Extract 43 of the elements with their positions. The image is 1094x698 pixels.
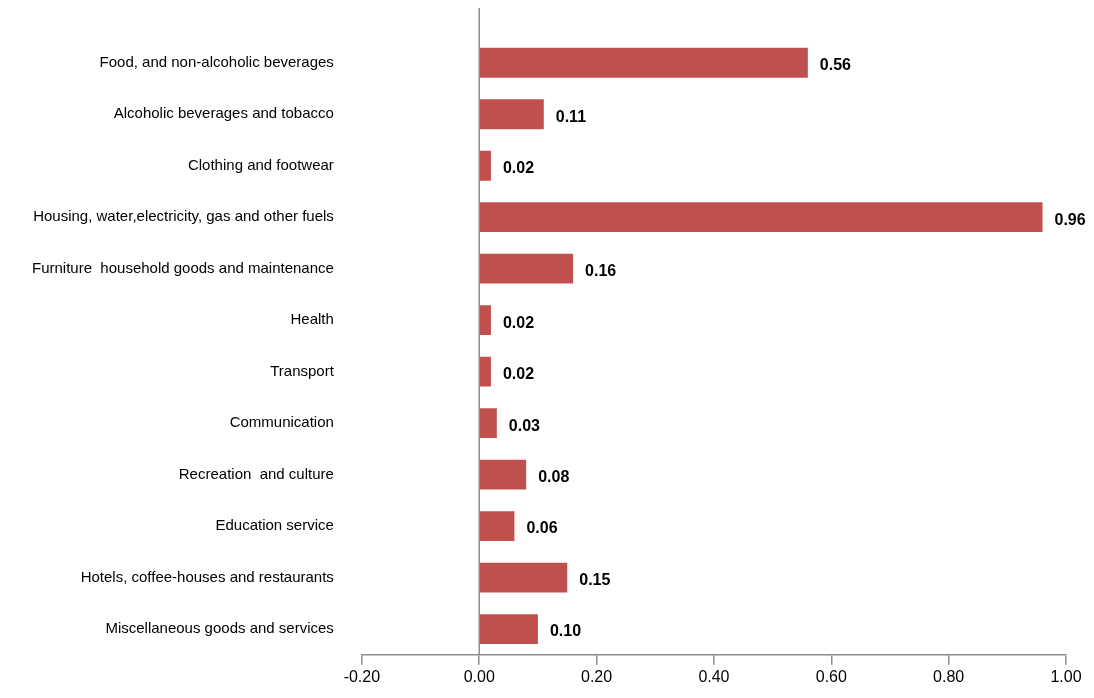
bar: [479, 202, 1043, 233]
y-tick-label: Hotels, coffee-houses and restaurants: [80, 567, 334, 585]
y-tick-label: Recreation and culture: [178, 464, 334, 482]
x-tick-label: 0.60: [815, 667, 847, 685]
y-tick-label: Communication: [229, 413, 334, 431]
bar: [479, 253, 574, 284]
data-label: 0.02: [502, 365, 535, 383]
bar: [479, 150, 491, 181]
bar: [479, 356, 491, 387]
bar: [479, 614, 538, 644]
y-tick-label: Alcoholic beverages and tobacco: [113, 104, 334, 122]
y-tick-label: Health: [290, 310, 334, 328]
y-tick-label: Clothing and footwear: [187, 155, 334, 173]
bar: [479, 99, 544, 130]
data-label: 0.96: [1054, 210, 1086, 228]
y-tick-label: Transport: [270, 361, 335, 379]
y-tick-label: Housing, water,electricity, gas and other fuels: [33, 207, 334, 225]
bar: [479, 511, 515, 542]
x-tick-label: -0.20: [343, 667, 381, 685]
data-label: 0.16: [585, 262, 617, 280]
bar: [479, 562, 568, 593]
data-label: 0.06: [526, 519, 558, 537]
data-label: 0.15: [579, 570, 611, 588]
data-label: 0.10: [549, 622, 582, 640]
data-label: 0.56: [819, 56, 852, 74]
x-tick-label: 0.20: [581, 667, 613, 685]
bar: [479, 408, 497, 439]
bar: [479, 47, 808, 78]
data-label: 0.03: [508, 416, 541, 434]
x-tick-label: 0.80: [933, 667, 965, 685]
data-label: 0.11: [555, 107, 587, 125]
x-tick-label: 0.40: [698, 667, 730, 685]
y-tick-label: Miscellaneous goods and services: [105, 619, 334, 637]
bar: [479, 459, 527, 490]
x-tick-label: 1.00: [1050, 667, 1082, 685]
y-tick-label: Food, and non-alcoholic beverages: [99, 52, 334, 70]
y-tick-label: Education service: [215, 516, 334, 534]
data-label: 0.02: [502, 313, 535, 331]
data-label: 0.02: [502, 159, 535, 177]
data-label: 0.08: [538, 468, 570, 486]
bar: [479, 305, 491, 336]
y-tick-label: Furniture household goods and maintenance: [32, 258, 334, 276]
x-tick-label: 0.00: [463, 667, 495, 685]
